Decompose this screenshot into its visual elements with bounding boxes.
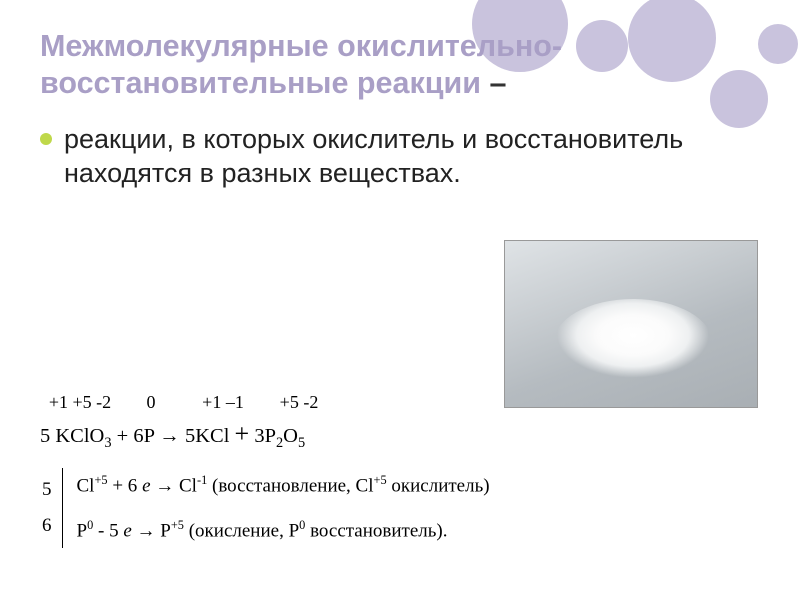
half-reaction-2: P0 - 5 e → P+5 (окисление, P0 восстанови… [77, 517, 490, 544]
slide: Межмолекулярные окислительно-восстановит… [0, 0, 800, 600]
eq-term: + 6P → 5KCl [112, 425, 235, 447]
el: P [77, 520, 88, 541]
el: Cl [179, 475, 197, 496]
coef: 6 [42, 513, 52, 539]
decor-circle [758, 24, 798, 64]
eq-term: 5 KClO [40, 425, 104, 447]
title-dash: – [481, 66, 506, 100]
ox-state: +5 -2 [264, 390, 334, 414]
equation-block: +1 +5 -2 0 +1 –1 +5 -2 5 KClO3 + 6P → 5K… [40, 390, 490, 548]
el: P [160, 520, 171, 541]
half-reaction-column: Cl+5 + 6 e → Cl-1 (восстановление, Cl+5 … [63, 468, 490, 548]
bullet-icon [40, 133, 52, 145]
ox-state: +1 +5 -2 [46, 390, 114, 414]
eq-sub: 3 [104, 435, 111, 451]
half-reactions: 5 6 Cl+5 + 6 e → Cl-1 (восстановление, C… [40, 468, 490, 548]
electron: e [123, 520, 131, 541]
oxidation-state-row: +1 +5 -2 0 +1 –1 +5 -2 [40, 390, 490, 414]
sup: +5 [171, 518, 184, 532]
eq-sub: 5 [298, 435, 305, 451]
mid: - 5 [93, 520, 123, 541]
note: (восстановление, Cl [207, 475, 373, 496]
mid: + 6 [108, 475, 142, 496]
el: Cl [77, 475, 95, 496]
powder-pile [553, 299, 713, 389]
note: (окисление, P [184, 520, 299, 541]
eq-term: 3P [249, 425, 276, 447]
main-equation: 5 KClO3 + 6P → 5KCl + 3P2O5 [40, 416, 490, 453]
note: окислитель) [387, 475, 490, 496]
electron: e [142, 475, 150, 496]
eq-term: O [283, 425, 298, 447]
sup: +5 [94, 473, 107, 487]
sup: -1 [197, 473, 207, 487]
slide-title: Межмолекулярные окислительно-восстановит… [40, 28, 760, 101]
half-reaction-1: Cl+5 + 6 e → Cl-1 (восстановление, Cl+5 … [77, 472, 490, 499]
bullet-row: реакции, в которых окислитель и восстано… [40, 123, 760, 191]
coef-column: 5 6 [40, 468, 63, 548]
note: восстановитель). [305, 520, 447, 541]
substance-photo [504, 240, 758, 408]
ox-state: 0 [120, 390, 182, 414]
arrow: → [132, 520, 161, 541]
bullet-text: реакции, в которых окислитель и восстано… [64, 123, 684, 191]
arrow: → [151, 475, 180, 496]
sup: +5 [374, 473, 387, 487]
coef: 5 [42, 477, 52, 503]
ox-state: +1 –1 [188, 390, 258, 414]
plus-large: + [235, 419, 250, 448]
